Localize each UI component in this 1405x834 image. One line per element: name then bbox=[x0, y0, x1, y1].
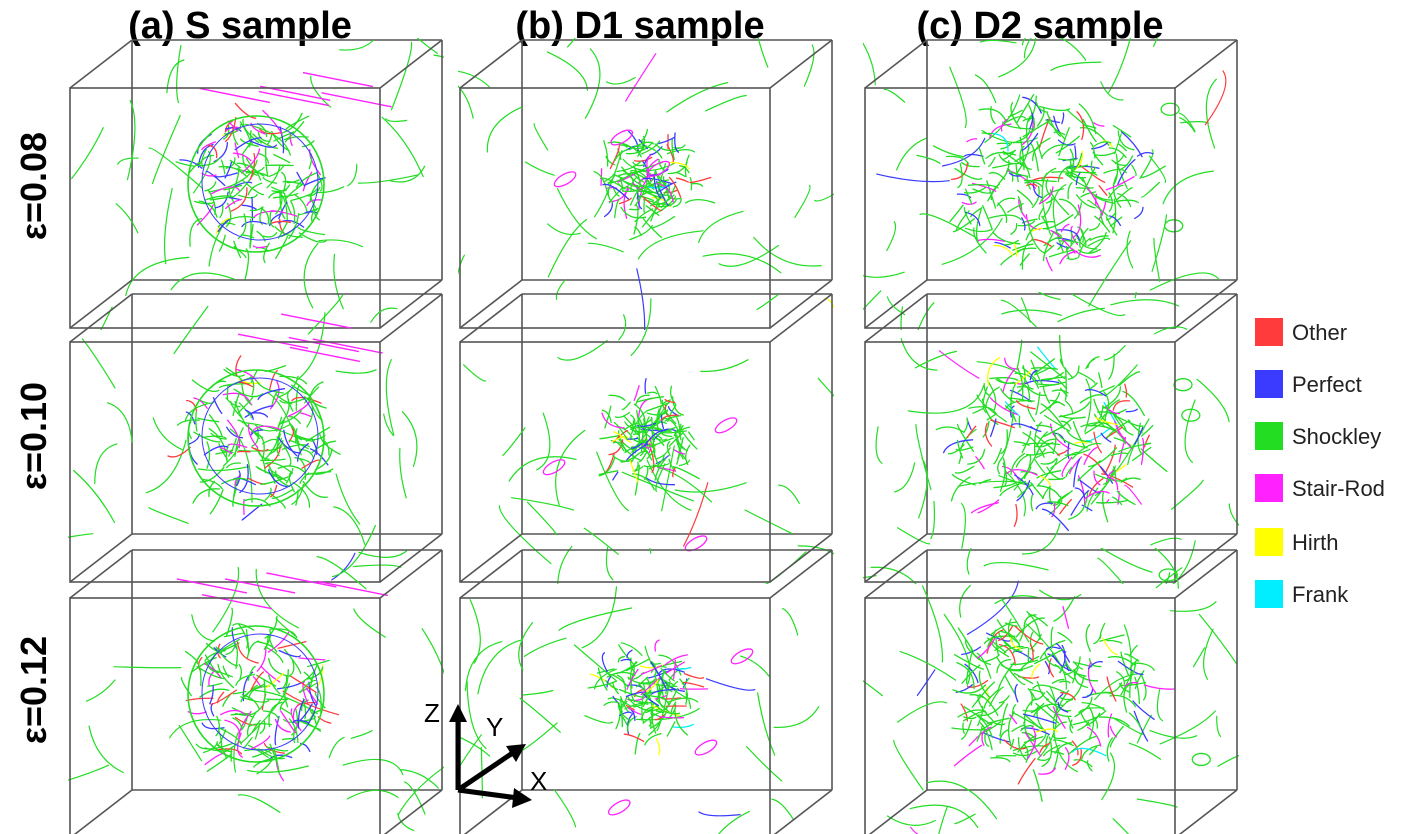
box-back-edges bbox=[131, 549, 442, 791]
dislocation-network bbox=[71, 38, 444, 330]
legend-swatch-stair-rod bbox=[1255, 474, 1283, 502]
legend-swatch-hirth bbox=[1255, 528, 1283, 556]
legend-label-stair-rod: Stair-Rod bbox=[1292, 476, 1385, 501]
y-axis-arrowhead bbox=[506, 744, 526, 762]
row-label-0-08: ε=0.08 bbox=[13, 132, 54, 240]
panel-r2-c2 bbox=[863, 548, 1239, 834]
y-axis-label: Y bbox=[486, 712, 503, 742]
box-front-edges bbox=[459, 293, 833, 583]
dislocation-network bbox=[458, 548, 820, 834]
dislocation-network bbox=[863, 548, 1239, 834]
box-front-edges bbox=[69, 549, 443, 834]
z-axis-arrowhead bbox=[449, 704, 467, 722]
panel-r1-c1 bbox=[459, 293, 834, 584]
panel-r2-c1 bbox=[458, 548, 833, 834]
box-back-edges bbox=[926, 39, 1237, 281]
box-front-edges bbox=[864, 293, 1238, 583]
row-label-0-10: ε=0.10 bbox=[13, 382, 54, 490]
panel-r0-c1 bbox=[458, 38, 834, 330]
box-back-edges bbox=[521, 293, 832, 535]
x-axis-arrow bbox=[457, 787, 519, 801]
y-axis-arrow bbox=[456, 749, 516, 793]
z-axis-label: Z bbox=[424, 698, 440, 728]
legend-swatch-frank bbox=[1255, 580, 1283, 608]
dislocation-network bbox=[68, 556, 444, 832]
panel-r1-c2 bbox=[863, 292, 1239, 584]
x-axis-arrowhead bbox=[512, 788, 532, 808]
box-front-edges bbox=[69, 293, 443, 583]
legend-label-perfect: Perfect bbox=[1292, 372, 1362, 397]
legend-swatch-shockley bbox=[1255, 422, 1283, 450]
legend-swatch-other bbox=[1255, 318, 1283, 346]
box-front-edges bbox=[864, 39, 1238, 329]
panel-r2-c0 bbox=[68, 549, 444, 834]
dislocation-network bbox=[463, 294, 834, 584]
panel-r0-c0 bbox=[69, 38, 444, 330]
dislocation-network bbox=[458, 38, 834, 330]
legend-label-hirth: Hirth bbox=[1292, 530, 1338, 555]
legend-label-frank: Frank bbox=[1292, 582, 1349, 607]
dislocation-network bbox=[863, 38, 1227, 330]
legend-label-other: Other bbox=[1292, 320, 1347, 345]
panels bbox=[68, 38, 1239, 834]
x-axis-label: X bbox=[530, 766, 547, 796]
box-front-edges bbox=[864, 549, 1238, 834]
box-back-edges bbox=[131, 293, 442, 535]
axes-triad: Z Y X bbox=[424, 698, 547, 808]
legend: Other Perfect Shockley Stair-Rod Hirth F… bbox=[1255, 318, 1385, 608]
box-front-edges bbox=[459, 39, 833, 329]
dislocation-network bbox=[863, 292, 1239, 584]
box-front-edges bbox=[69, 39, 443, 329]
row-label-0-12: ε=0.12 bbox=[13, 636, 54, 744]
panel-r1-c0 bbox=[68, 293, 443, 583]
box-back-edges bbox=[926, 293, 1237, 535]
dislocation-network bbox=[68, 294, 418, 581]
legend-label-shockley: Shockley bbox=[1292, 424, 1381, 449]
legend-swatch-perfect bbox=[1255, 370, 1283, 398]
box-back-edges bbox=[926, 549, 1237, 791]
panel-r0-c2 bbox=[863, 38, 1238, 330]
